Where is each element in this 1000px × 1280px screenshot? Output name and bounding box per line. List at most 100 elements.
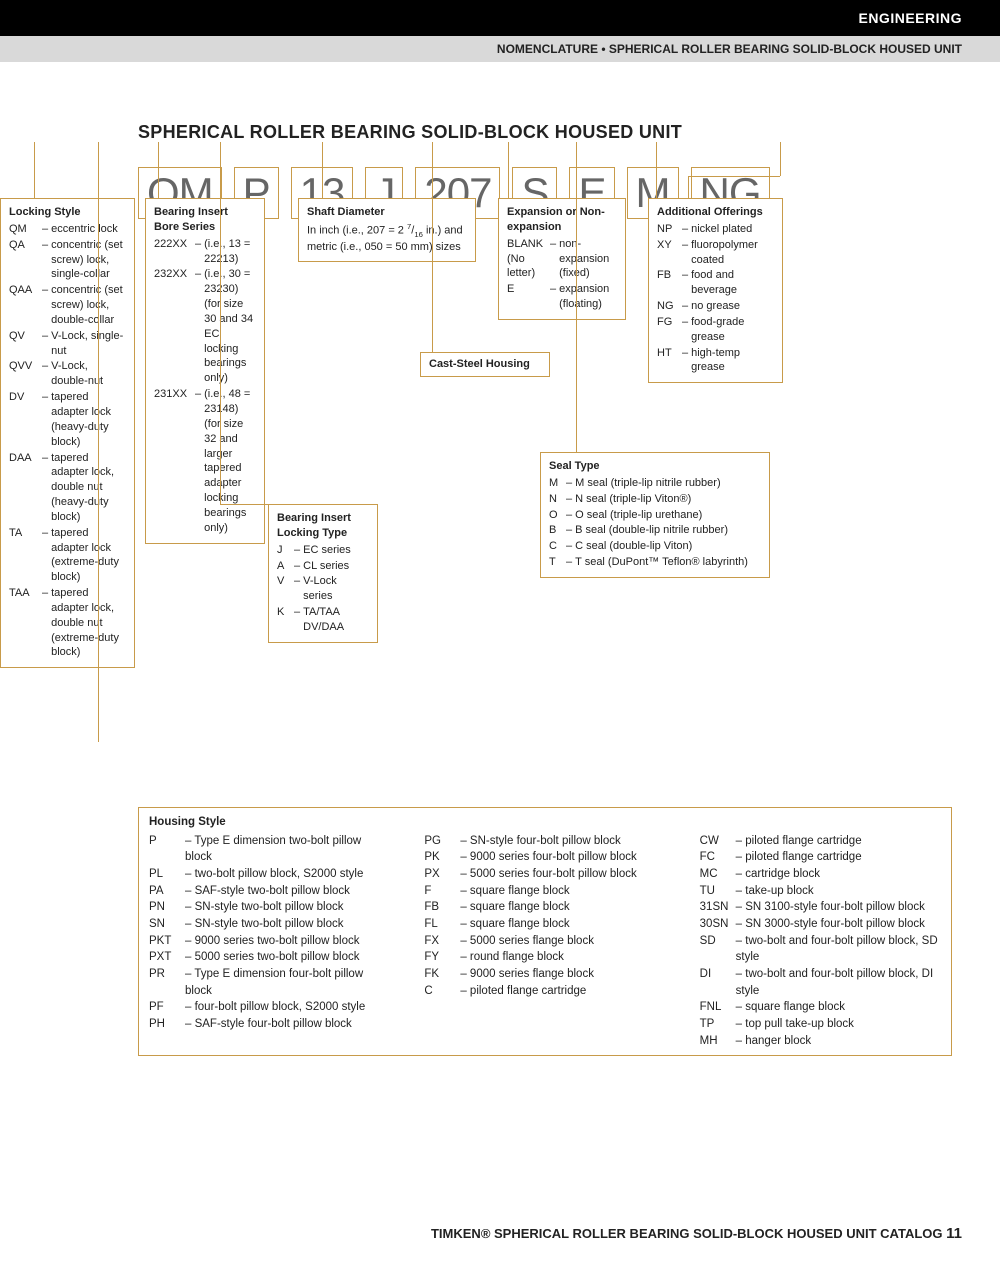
list-item: CW– piloted flange cartridge <box>700 833 941 850</box>
box-additional: Additional Offerings NP–nickel platedXY–… <box>648 198 783 383</box>
footer-text: TIMKEN® SPHERICAL ROLLER BEARING SOLID-B… <box>431 1226 943 1241</box>
list-item: TA–tapered adapter lock (extreme-duty bl… <box>9 526 126 585</box>
list-item: T–T seal (DuPont™ Teflon® labyrinth) <box>549 555 761 570</box>
list-item: QAA–concentric (set screw) lock, double-… <box>9 283 126 328</box>
list-item: PA– SAF-style two-bolt pillow block <box>149 883 390 900</box>
footer-page: 11 <box>946 1225 962 1242</box>
conn <box>220 504 268 505</box>
list-item: PKT– 9000 series two-bolt pillow block <box>149 933 390 950</box>
list-item: K–TA/TAA DV/DAA <box>277 605 369 635</box>
expansion-title: Expansion or Non-expansion <box>507 205 617 235</box>
conn <box>220 142 221 504</box>
list-item: DI– two-bolt and four-bolt pillow block,… <box>700 966 941 999</box>
list-item: PN– SN-style two-bolt pillow block <box>149 899 390 916</box>
page-title: SPHERICAL ROLLER BEARING SOLID-BLOCK HOU… <box>138 122 952 143</box>
cast-steel-text: Cast-Steel Housing <box>429 357 541 372</box>
conn <box>688 176 689 198</box>
locking-style-title: Locking Style <box>9 205 126 220</box>
list-item: FL– square flange block <box>424 916 665 933</box>
list-item: O–O seal (triple-lip urethane) <box>549 508 761 523</box>
conn <box>34 142 35 198</box>
conn <box>98 142 99 742</box>
seal-title: Seal Type <box>549 459 761 474</box>
list-item: PK– 9000 series four-bolt pillow block <box>424 849 665 866</box>
footer: TIMKEN® SPHERICAL ROLLER BEARING SOLID-B… <box>431 1225 962 1242</box>
conn <box>508 142 509 198</box>
list-item: SD– two-bolt and four-bolt pillow block,… <box>700 933 941 966</box>
list-item: QV–V-Lock, single-nut <box>9 329 126 359</box>
list-item: P– Type E dimension two-bolt pillow bloc… <box>149 833 390 866</box>
list-item: B–B seal (double-lip nitrile rubber) <box>549 523 761 538</box>
list-item: A–CL series <box>277 559 369 574</box>
list-item: PR– Type E dimension four-bolt pillow bl… <box>149 966 390 999</box>
list-item: MH– hanger block <box>700 1033 941 1050</box>
list-item: FG–food-grade grease <box>657 315 774 345</box>
locking-type-title: Bearing Insert Locking Type <box>277 511 369 541</box>
list-item: PXT– 5000 series two-bolt pillow block <box>149 949 390 966</box>
list-item: C– piloted flange cartridge <box>424 983 665 1000</box>
conn <box>780 142 781 176</box>
conn <box>322 142 323 198</box>
list-item: FX– 5000 series flange block <box>424 933 665 950</box>
list-item: FB– square flange block <box>424 899 665 916</box>
list-item: 222XX–(i.e., 13 = 22213) <box>154 237 256 267</box>
header-subtitle: NOMENCLATURE • SPHERICAL ROLLER BEARING … <box>497 42 962 56</box>
bore-title: Bearing Insert Bore Series <box>154 205 256 235</box>
list-item: NG–no grease <box>657 299 774 314</box>
list-item: FB–food and beverage <box>657 268 774 298</box>
box-locking-type: Bearing Insert Locking Type J–EC seriesA… <box>268 504 378 643</box>
shaft-title: Shaft Diameter <box>307 205 467 220</box>
list-item: 30SN– SN 3000-style four-bolt pillow blo… <box>700 916 941 933</box>
list-item: 231XX–(i.e., 48 = 23148) (for size 32 an… <box>154 387 256 535</box>
conn <box>656 142 657 198</box>
list-item: TP– top pull take-up block <box>700 1016 941 1033</box>
list-item: FY– round flange block <box>424 949 665 966</box>
list-item: C–C seal (double-lip Viton) <box>549 539 761 554</box>
header-engineering: ENGINEERING <box>858 10 962 26</box>
list-item: V–V-Lock series <box>277 574 369 604</box>
list-item: TU– take-up block <box>700 883 941 900</box>
list-item: DAA–tapered adapter lock, double nut (he… <box>9 451 126 525</box>
shaft-text: In inch (i.e., 207 = 2 7/16 in.) and met… <box>307 222 467 255</box>
conn <box>432 142 433 352</box>
box-expansion: Expansion or Non-expansion BLANK(Nolette… <box>498 198 626 320</box>
conn <box>688 176 780 177</box>
list-item: PH– SAF-style four-bolt pillow block <box>149 1016 390 1033</box>
box-shaft: Shaft Diameter In inch (i.e., 207 = 2 7/… <box>298 198 476 262</box>
box-bore-series: Bearing Insert Bore Series 222XX–(i.e., … <box>145 198 265 544</box>
box-housing: Housing Style P– Type E dimension two-bo… <box>138 807 952 1056</box>
header-black: ENGINEERING <box>0 0 1000 36</box>
list-item: PL– two-bolt pillow block, S2000 style <box>149 866 390 883</box>
box-cast-steel: Cast-Steel Housing <box>420 352 550 377</box>
list-item: PG– SN-style four-bolt pillow block <box>424 833 665 850</box>
main-content: SPHERICAL ROLLER BEARING SOLID-BLOCK HOU… <box>0 62 1000 1056</box>
list-item: TAA–tapered adapter lock, double nut (ex… <box>9 586 126 660</box>
list-item: 31SN– SN 3100-style four-bolt pillow blo… <box>700 899 941 916</box>
list-item: QVV–V-Lock, double-nut <box>9 359 126 389</box>
list-item: FC– piloted flange cartridge <box>700 849 941 866</box>
list-item: QM–eccentric lock <box>9 222 126 237</box>
conn <box>576 142 577 452</box>
additional-title: Additional Offerings <box>657 205 774 220</box>
conn <box>158 142 159 198</box>
box-locking-style: Locking Style QM–eccentric lockQA–concen… <box>0 198 135 668</box>
list-item: HT–high-temp grease <box>657 346 774 376</box>
list-item: MC– cartridge block <box>700 866 941 883</box>
list-item: F– square flange block <box>424 883 665 900</box>
list-item: FNL– square flange block <box>700 999 941 1016</box>
list-item: QA–concentric (set screw) lock, single-c… <box>9 238 126 283</box>
housing-title: Housing Style <box>149 814 941 831</box>
list-item: XY–fluoropolymer coated <box>657 238 774 268</box>
list-item: FK– 9000 series flange block <box>424 966 665 983</box>
list-item: SN– SN-style two-bolt pillow block <box>149 916 390 933</box>
list-item: DV–tapered adapter lock (heavy-duty bloc… <box>9 390 126 449</box>
list-item: 232XX–(i.e., 30 = 23230) (for size 30 an… <box>154 267 256 386</box>
list-item: M–M seal (triple-lip nitrile rubber) <box>549 476 761 491</box>
list-item: PX– 5000 series four-bolt pillow block <box>424 866 665 883</box>
header-gray: NOMENCLATURE • SPHERICAL ROLLER BEARING … <box>0 36 1000 62</box>
list-item: N–N seal (triple-lip Viton®) <box>549 492 761 507</box>
box-seal: Seal Type M–M seal (triple-lip nitrile r… <box>540 452 770 578</box>
list-item: NP–nickel plated <box>657 222 774 237</box>
list-item: PF– four-bolt pillow block, S2000 style <box>149 999 390 1016</box>
list-item: J–EC series <box>277 543 369 558</box>
